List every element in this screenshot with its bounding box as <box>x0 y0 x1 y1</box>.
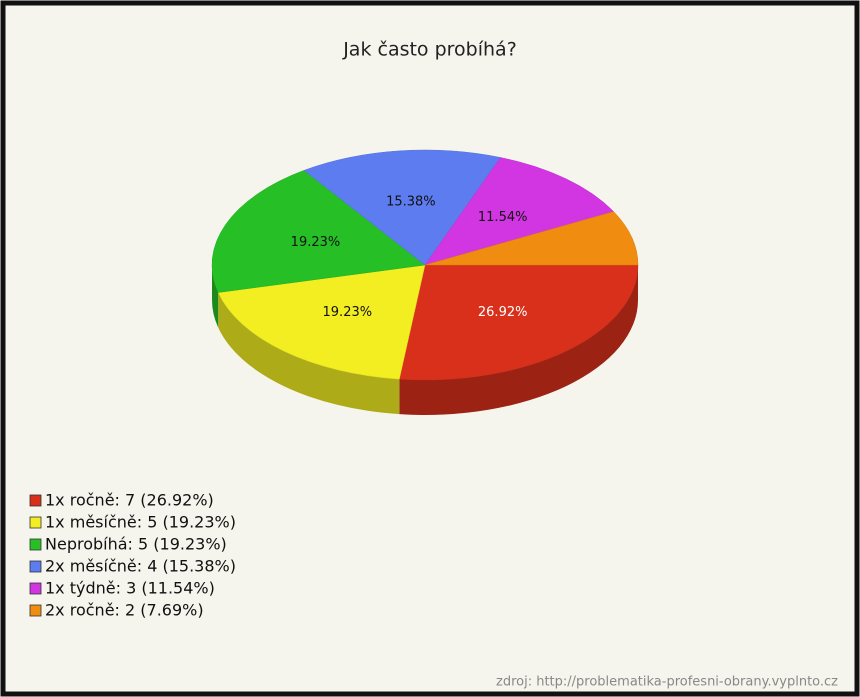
legend-swatch <box>29 560 42 573</box>
legend-label: Neprobíhá: 5 (19.23%) <box>45 535 227 554</box>
value-label: 19.23% <box>323 305 373 320</box>
legend-label: 2x měsíčně: 4 (15.38%) <box>45 557 236 576</box>
legend-label: 1x týdně: 3 (11.54%) <box>45 579 215 598</box>
value-label: 11.54% <box>478 210 528 225</box>
legend-swatch <box>29 538 42 551</box>
value-label: 15.38% <box>386 195 436 210</box>
slice <box>303 149 501 266</box>
slice <box>399 264 639 381</box>
legend-swatch <box>29 494 42 507</box>
legend-label: 1x ročně: 7 (26.92%) <box>45 491 214 510</box>
legend-swatch <box>29 516 42 529</box>
value-label: 26.92% <box>478 305 528 320</box>
slice <box>211 170 426 293</box>
value-label: 19.23% <box>291 235 341 250</box>
slice-side <box>218 292 400 415</box>
slice <box>424 211 639 266</box>
slice <box>424 157 615 266</box>
slice <box>217 264 426 380</box>
legend-label: 1x měsíčně: 5 (19.23%) <box>45 513 236 532</box>
legend-swatch <box>29 582 42 595</box>
slice-side <box>212 265 219 328</box>
legend-label: 2x ročně: 2 (7.69%) <box>45 601 204 620</box>
slice-side <box>399 265 638 416</box>
legend-swatch <box>29 604 42 617</box>
source: zdroj: http://problematika-profesni-obra… <box>496 675 838 690</box>
chart-title: Jak často probíhá? <box>342 39 517 61</box>
